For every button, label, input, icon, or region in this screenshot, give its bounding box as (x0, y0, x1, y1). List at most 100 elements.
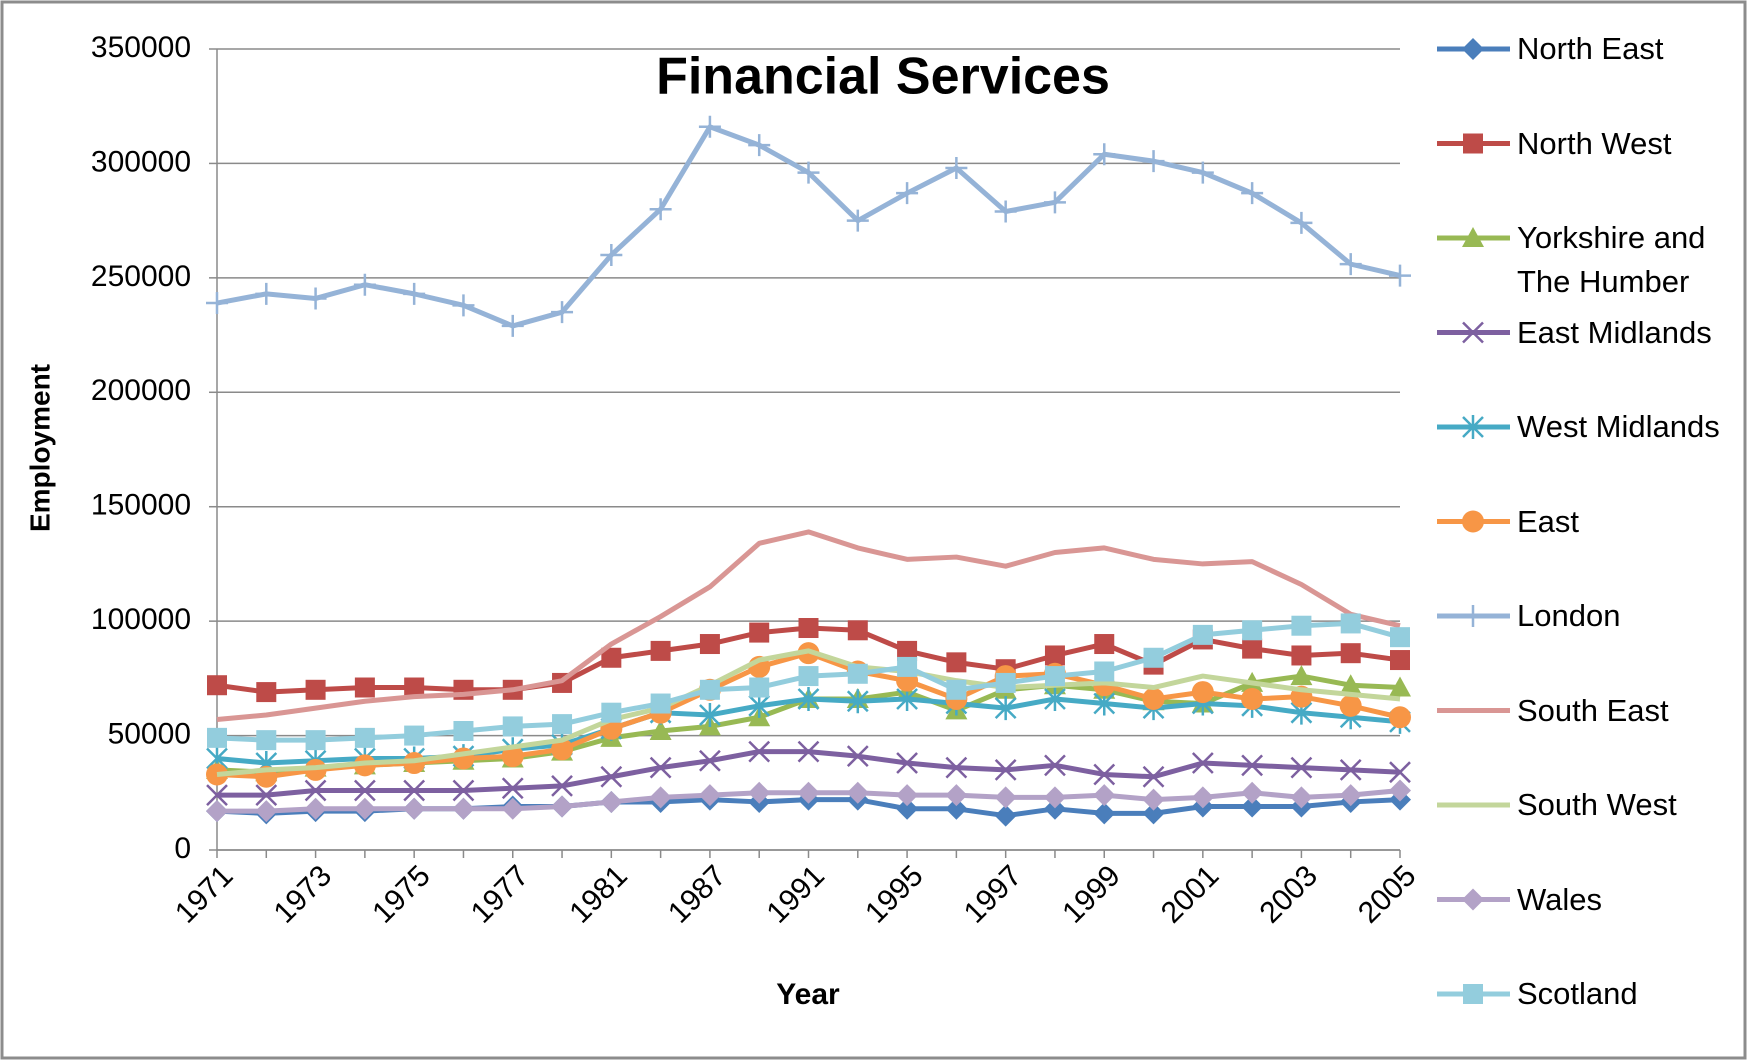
marker (945, 756, 968, 779)
marker (1339, 253, 1362, 276)
marker (404, 725, 425, 746)
marker (945, 784, 968, 807)
series-line (216, 529, 1401, 723)
marker (1044, 686, 1066, 711)
marker (304, 287, 327, 310)
marker (1241, 687, 1264, 710)
marker (1191, 786, 1214, 809)
y-axis-label: Employment (24, 364, 55, 532)
marker (698, 115, 721, 138)
marker (1242, 638, 1263, 659)
marker (601, 647, 622, 668)
marker (1291, 645, 1312, 666)
marker (403, 779, 426, 802)
marker (945, 797, 968, 820)
marker (354, 677, 375, 698)
marker (846, 209, 869, 232)
marker (896, 182, 919, 205)
marker (600, 765, 623, 788)
marker (1241, 182, 1264, 205)
marker (994, 759, 1017, 781)
legend-label: North East (1517, 31, 1664, 66)
chart-title: Financial Services (656, 48, 1110, 106)
marker (798, 666, 819, 687)
marker (502, 716, 523, 737)
legend-marker (1462, 888, 1484, 911)
marker (305, 730, 326, 751)
marker (698, 784, 721, 807)
marker (404, 677, 425, 698)
marker (601, 702, 622, 723)
marker (1142, 687, 1165, 710)
marker (1094, 634, 1115, 655)
y-tick-label: 350000 (91, 31, 191, 64)
marker (748, 781, 771, 804)
marker (206, 292, 228, 315)
marker (353, 797, 376, 820)
legend-marker (1463, 133, 1483, 154)
legend-label: Scotland (1517, 976, 1638, 1011)
marker (994, 696, 1017, 721)
marker (994, 804, 1017, 827)
marker (1389, 264, 1411, 287)
marker (353, 273, 376, 296)
marker (1291, 615, 1312, 636)
marker (846, 745, 869, 768)
marker (649, 198, 672, 221)
marker (897, 656, 918, 677)
marker (1242, 620, 1263, 641)
marker (403, 282, 426, 305)
marker (1191, 752, 1214, 774)
marker (896, 784, 919, 807)
y-tick-label: 300000 (91, 145, 191, 178)
legend-label: East Midlands (1517, 314, 1712, 350)
legend-label: South West (1517, 787, 1677, 822)
marker (207, 727, 227, 748)
marker (354, 727, 375, 748)
marker (1044, 645, 1065, 666)
marker (1044, 754, 1066, 777)
marker (1340, 643, 1361, 664)
marker (255, 784, 278, 806)
marker (452, 294, 475, 317)
marker (846, 689, 869, 714)
marker (1290, 665, 1313, 686)
legend-label: West Midlands (1517, 409, 1720, 444)
marker (305, 679, 326, 700)
marker (1044, 666, 1065, 687)
marker (551, 301, 574, 324)
series-line (216, 648, 1401, 777)
marker (1339, 694, 1362, 717)
marker (649, 756, 672, 779)
marker (749, 677, 770, 698)
legend-label: North West (1517, 125, 1672, 161)
marker (1290, 786, 1313, 809)
marker (207, 675, 227, 696)
legend-marker (1462, 38, 1484, 60)
marker (255, 800, 278, 823)
marker (1290, 211, 1313, 234)
marker (748, 740, 771, 763)
marker (797, 781, 820, 804)
marker (1339, 759, 1362, 781)
series (216, 529, 1401, 723)
marker (995, 672, 1016, 693)
marker (896, 797, 919, 820)
marker (552, 714, 573, 735)
marker (1290, 756, 1313, 779)
marker (1191, 161, 1214, 184)
marker (501, 797, 524, 820)
marker (1390, 650, 1410, 671)
marker (699, 749, 721, 772)
legend-marker (1463, 984, 1483, 1004)
marker (501, 314, 524, 337)
series (207, 613, 1410, 751)
marker (748, 134, 771, 157)
marker (600, 790, 623, 813)
marker (846, 781, 869, 804)
marker (1093, 784, 1116, 807)
marker (256, 730, 277, 751)
marker (452, 779, 475, 802)
